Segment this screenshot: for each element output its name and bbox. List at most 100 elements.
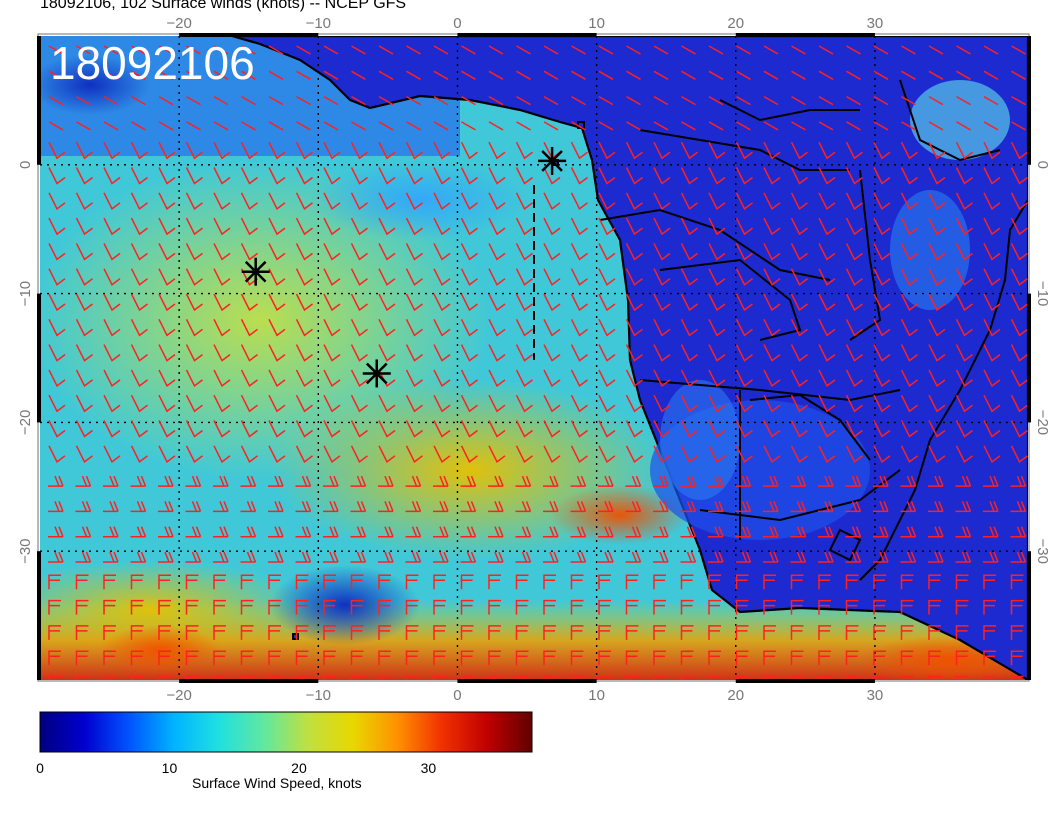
wind-barb	[680, 293, 698, 312]
wind-barb	[433, 394, 451, 413]
wind-barb	[1010, 501, 1027, 513]
wind-barb	[735, 369, 753, 388]
wind-barb	[185, 675, 199, 680]
wind-barb	[790, 475, 807, 487]
wind-barb	[268, 501, 284, 513]
wind-barb	[928, 344, 946, 362]
lon-tick-label-top: 20	[727, 15, 744, 32]
wind-barb	[296, 70, 311, 80]
wind-barb	[488, 192, 506, 210]
wind-barb	[405, 650, 419, 666]
wind-barb	[571, 70, 586, 80]
wind-barb	[405, 268, 423, 286]
wind-barb	[515, 501, 532, 513]
wind-barb	[103, 369, 121, 388]
wind-barb	[845, 650, 859, 666]
wind-barb	[488, 599, 501, 615]
wind-barb	[846, 45, 861, 55]
wind-barb	[928, 369, 946, 388]
wind-barb	[680, 141, 698, 160]
wind-barb	[433, 217, 451, 236]
wind-barb	[680, 217, 698, 236]
wind-barb	[928, 167, 946, 185]
wind-barb	[323, 141, 341, 160]
wind-barb	[460, 344, 478, 362]
wind-barb	[350, 526, 367, 538]
wind-barb	[103, 45, 119, 55]
wind-barb	[1010, 475, 1027, 487]
wind-barb	[75, 141, 93, 160]
wind-barb	[48, 420, 66, 438]
wind-barb	[185, 192, 203, 210]
wind-barb	[570, 369, 588, 388]
wind-barb	[790, 650, 804, 666]
wind-barb	[846, 121, 861, 131]
wind-barb	[240, 318, 258, 337]
wind-barb	[48, 192, 66, 210]
wind-barb	[323, 445, 341, 463]
wind-barb	[1011, 45, 1026, 55]
wind-barb	[213, 420, 231, 438]
wind-barb	[488, 445, 506, 463]
wind-barb	[185, 574, 199, 590]
wind-barb	[241, 45, 256, 55]
wind-barb	[433, 141, 451, 160]
wind-barb	[955, 551, 972, 563]
wind-barb	[1010, 369, 1028, 388]
wind-barb	[790, 243, 808, 261]
map-field	[40, 36, 1028, 680]
wind-barb	[515, 599, 529, 615]
wind-barb	[598, 217, 616, 236]
wind-barb	[571, 45, 586, 55]
wind-barb	[653, 650, 666, 666]
wind-barb	[323, 625, 336, 640]
wind-barb	[598, 394, 616, 413]
wind-barb	[790, 167, 808, 185]
wind-barb	[543, 599, 556, 615]
wind-barb	[295, 243, 313, 261]
wind-barb	[75, 167, 93, 185]
wind-barb	[873, 268, 891, 286]
wind-barb	[873, 167, 891, 185]
storm-marker	[362, 359, 391, 388]
wind-barb	[818, 121, 834, 131]
wind-barb	[515, 445, 533, 463]
wind-barb	[268, 625, 281, 640]
wind-barb	[983, 551, 999, 563]
wind-barb	[350, 394, 368, 413]
wind-barb	[983, 293, 1001, 312]
wind-barb	[131, 45, 146, 55]
wind-barb	[295, 268, 313, 286]
wind-barb	[433, 475, 449, 487]
lon-tick-label-top: 30	[867, 15, 884, 32]
wind-barb	[323, 293, 341, 312]
wind-barb	[900, 268, 918, 286]
lat-tick-label-left: −10	[17, 281, 34, 306]
wind-barb	[900, 369, 918, 388]
lat-tick-label-right: 0	[1034, 161, 1051, 169]
wind-barb	[708, 650, 721, 666]
wind-barb	[983, 625, 996, 640]
wind-barb	[433, 95, 449, 106]
wind-barb	[900, 625, 914, 640]
wind-barb	[708, 167, 726, 185]
wind-barb	[598, 574, 611, 590]
wind-barb	[735, 650, 749, 666]
wind-barb	[405, 394, 423, 413]
wind-barb	[158, 95, 174, 106]
wind-barb	[928, 675, 941, 680]
wind-barb	[240, 192, 258, 210]
wind-barb	[488, 243, 506, 261]
wind-barb	[873, 650, 886, 666]
wind-barb	[625, 243, 643, 261]
wind-barb	[653, 551, 669, 563]
wind-barb	[378, 167, 396, 185]
wind-barb	[488, 45, 504, 55]
frame-bar-left	[37, 551, 41, 680]
wind-barb	[76, 45, 91, 55]
wind-barb	[213, 95, 229, 106]
wind-barb	[130, 526, 147, 538]
colorbar	[39, 711, 533, 753]
wind-barb	[48, 445, 66, 463]
wind-barb	[625, 475, 642, 487]
